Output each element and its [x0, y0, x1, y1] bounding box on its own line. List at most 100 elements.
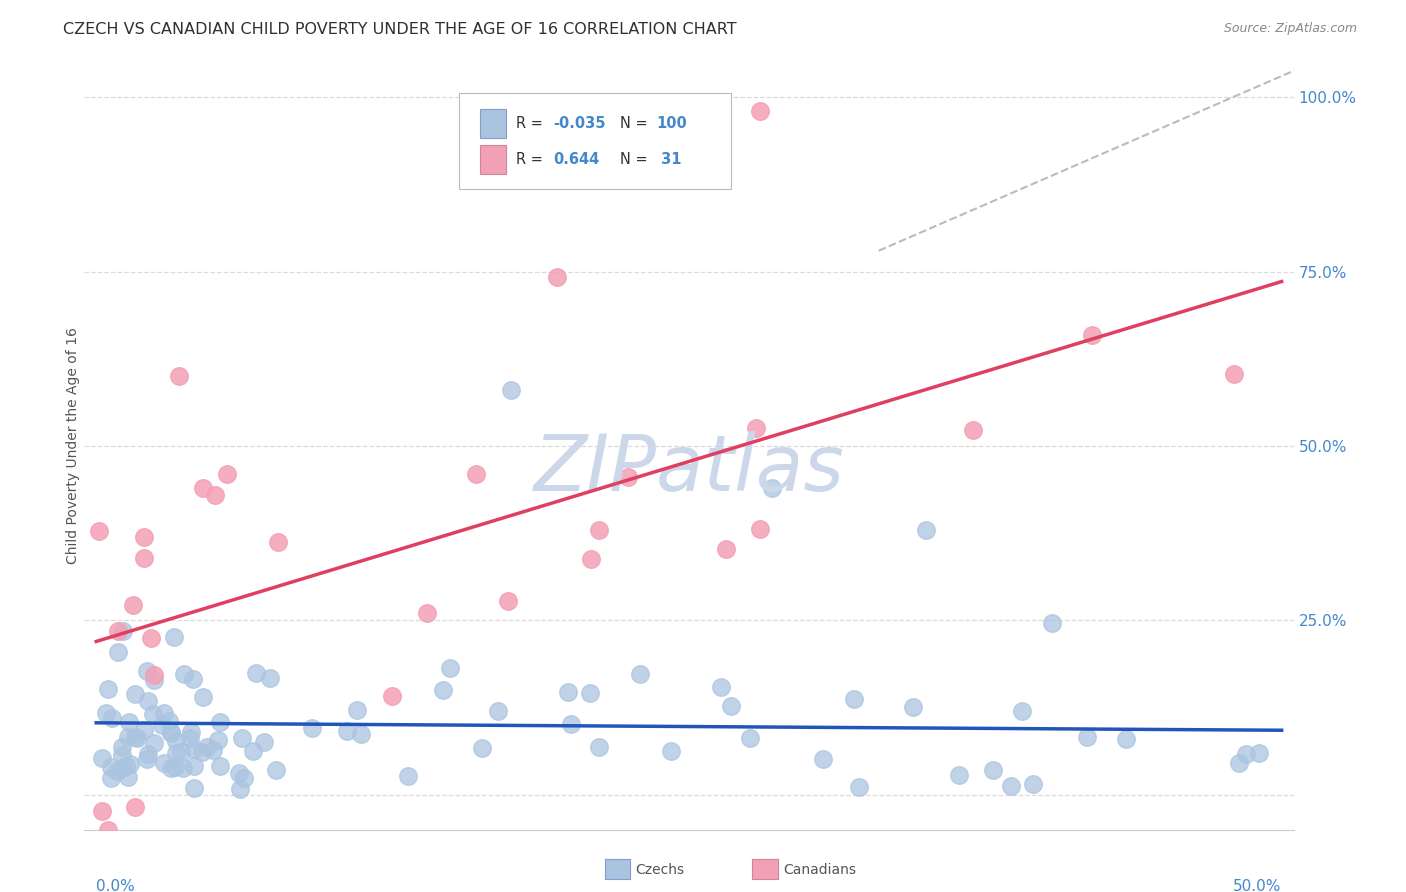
- Point: [124, 730, 146, 744]
- Point: [97, 822, 120, 837]
- Point: [301, 721, 323, 735]
- Point: [464, 467, 486, 481]
- Point: [191, 481, 214, 495]
- Point: [983, 763, 1005, 777]
- Point: [122, 598, 145, 612]
- Point: [91, 750, 114, 764]
- Point: [117, 730, 139, 744]
- Point: [496, 593, 519, 607]
- Point: [179, 731, 201, 745]
- Text: Czechs: Czechs: [636, 863, 685, 877]
- Point: [720, 699, 742, 714]
- Point: [117, 770, 139, 784]
- Point: [546, 270, 568, 285]
- Point: [486, 704, 509, 718]
- Point: [761, 481, 783, 495]
- Point: [124, 799, 146, 814]
- Point: [745, 420, 768, 434]
- Point: [142, 736, 165, 750]
- Point: [714, 541, 737, 556]
- Point: [195, 739, 218, 754]
- Point: [111, 747, 134, 762]
- Point: [628, 667, 651, 681]
- Point: [107, 645, 129, 659]
- Point: [172, 761, 194, 775]
- Point: [150, 718, 173, 732]
- Point: [229, 781, 252, 796]
- Point: [848, 780, 870, 794]
- Point: [215, 467, 238, 481]
- Point: [253, 735, 276, 749]
- Point: [160, 725, 183, 739]
- Point: [90, 804, 112, 818]
- Text: 31: 31: [657, 153, 682, 168]
- Point: [111, 624, 134, 638]
- Point: [160, 761, 183, 775]
- Point: [501, 383, 523, 397]
- Point: [115, 759, 138, 773]
- Point: [124, 687, 146, 701]
- Text: Source: ZipAtlas.com: Source: ZipAtlas.com: [1223, 22, 1357, 36]
- Text: R =: R =: [516, 153, 547, 168]
- Point: [1247, 746, 1270, 760]
- FancyBboxPatch shape: [479, 145, 506, 175]
- Point: [245, 665, 267, 680]
- Point: [560, 717, 582, 731]
- Point: [242, 744, 264, 758]
- Point: [181, 673, 204, 687]
- Point: [132, 530, 155, 544]
- Point: [471, 741, 494, 756]
- Point: [142, 668, 165, 682]
- Point: [163, 760, 186, 774]
- Point: [1227, 756, 1250, 770]
- Text: 50.0%: 50.0%: [1233, 880, 1282, 892]
- Point: [183, 781, 205, 796]
- Point: [903, 700, 925, 714]
- Point: [208, 759, 231, 773]
- Point: [962, 424, 984, 438]
- Point: [659, 744, 682, 758]
- Point: [120, 756, 142, 771]
- Point: [811, 751, 834, 765]
- Point: [204, 488, 226, 502]
- Point: [132, 550, 155, 565]
- Point: [135, 752, 157, 766]
- Point: [153, 706, 176, 720]
- Point: [170, 745, 193, 759]
- Point: [267, 534, 290, 549]
- Point: [259, 671, 281, 685]
- Point: [336, 724, 359, 739]
- Point: [346, 703, 368, 717]
- Point: [160, 726, 183, 740]
- Point: [749, 104, 772, 119]
- Point: [166, 733, 188, 747]
- Point: [167, 369, 190, 384]
- Text: -0.035: -0.035: [554, 116, 606, 131]
- Point: [193, 690, 215, 705]
- Point: [381, 690, 404, 704]
- Text: ZIPatlas: ZIPatlas: [533, 431, 845, 507]
- Point: [183, 742, 205, 756]
- Point: [118, 714, 141, 729]
- Point: [117, 857, 139, 871]
- Point: [111, 760, 134, 774]
- Point: [153, 756, 176, 771]
- Point: [948, 768, 970, 782]
- Point: [100, 711, 122, 725]
- Point: [616, 470, 638, 484]
- Point: [165, 747, 187, 761]
- Point: [183, 759, 205, 773]
- Point: [579, 552, 602, 566]
- Point: [208, 714, 231, 729]
- Point: [136, 694, 159, 708]
- Point: [105, 764, 128, 778]
- Text: 100: 100: [657, 116, 688, 131]
- Point: [180, 724, 202, 739]
- Point: [132, 723, 155, 737]
- Point: [915, 523, 938, 537]
- Point: [439, 661, 461, 675]
- Point: [100, 772, 122, 786]
- Y-axis label: Child Poverty Under the Age of 16: Child Poverty Under the Age of 16: [66, 327, 80, 565]
- Point: [1081, 327, 1104, 342]
- Point: [1011, 704, 1033, 718]
